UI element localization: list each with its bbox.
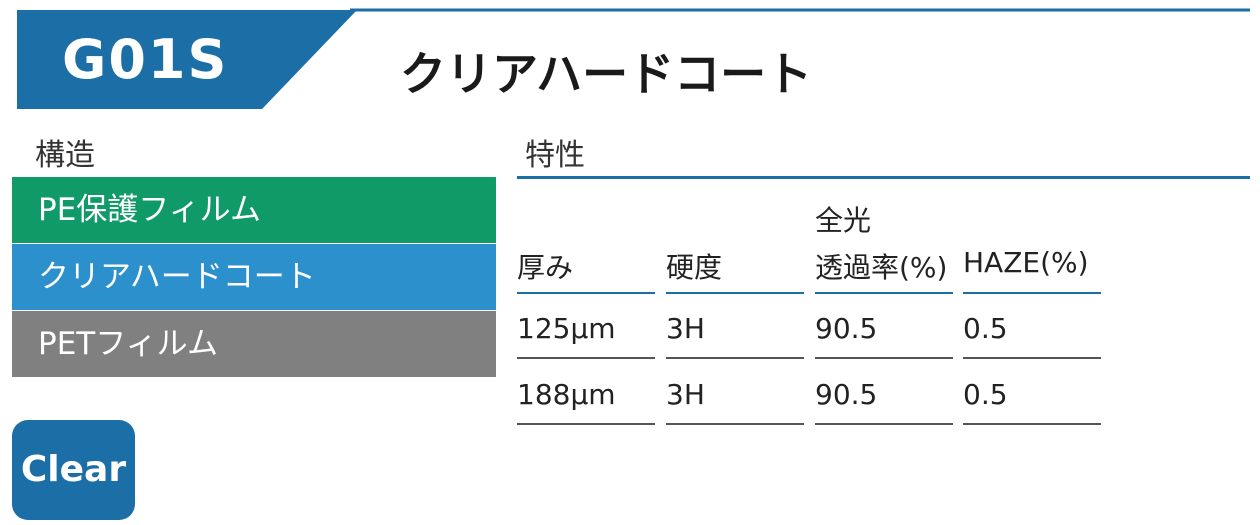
layer: PE保護フィルム <box>12 177 496 243</box>
table-cell: 90.5 <box>815 312 878 345</box>
product-code: G01S <box>62 28 229 91</box>
row-rule <box>517 423 655 425</box>
clear-badge: Clear <box>12 420 135 520</box>
header-rule <box>963 292 1101 294</box>
row-rule <box>963 423 1101 425</box>
row-rule <box>517 357 655 359</box>
properties-rule <box>517 176 1250 179</box>
header-rule <box>815 292 953 294</box>
row-rule <box>815 357 953 359</box>
column-header: 厚み <box>517 251 574 284</box>
column-header: 硬度 <box>666 251 723 284</box>
layer: クリアハードコート <box>12 244 496 310</box>
code-banner <box>17 10 357 109</box>
layer: PETフィルム <box>12 311 496 377</box>
row-rule <box>666 423 804 425</box>
row-rule <box>815 423 953 425</box>
header-graphics <box>17 8 1250 109</box>
row-rule <box>666 357 804 359</box>
table-cell: 3H <box>666 378 705 411</box>
structure-heading: 構造 <box>35 138 95 173</box>
product-title: クリアハードコート <box>400 47 813 101</box>
table-cell: 0.5 <box>963 378 1008 411</box>
header-rule <box>517 292 655 294</box>
column-header: 全光 <box>815 204 872 237</box>
table-cell: 125µm <box>517 312 616 345</box>
table-cell: 188µm <box>517 378 616 411</box>
column-header: 透過率(%) <box>815 251 948 284</box>
row-rule <box>963 357 1101 359</box>
table-cell: 90.5 <box>815 378 878 411</box>
properties-heading: 特性 <box>525 138 585 173</box>
column-header: HAZE(%) <box>963 246 1089 279</box>
table-cell: 0.5 <box>963 312 1008 345</box>
table-cell: 3H <box>666 312 705 345</box>
header-rule <box>666 292 804 294</box>
